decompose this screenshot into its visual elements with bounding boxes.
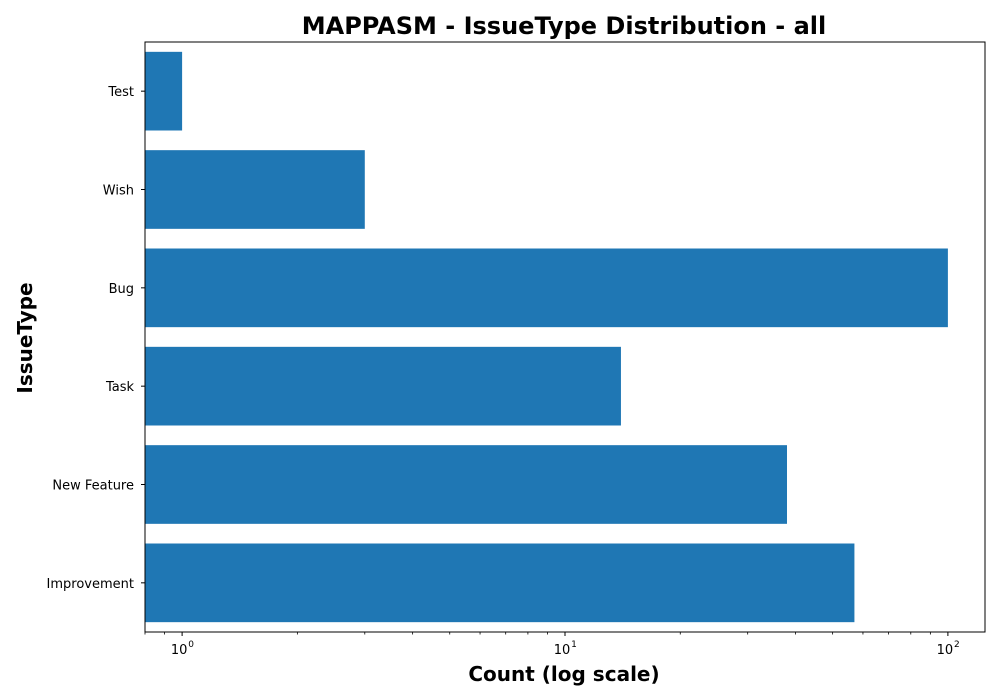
y-axis-ticks: Improvement New Feature Task Bug Wish Test xyxy=(47,85,145,592)
x-tick-exponent: 1 xyxy=(571,640,577,650)
y-tick-label: Wish xyxy=(103,184,134,199)
y-tick-label: Task xyxy=(105,380,135,395)
x-axis-ticks: 10 0 10 1 10 2 xyxy=(144,632,960,658)
x-tick-exponent: 0 xyxy=(188,640,194,650)
bar-new-feature xyxy=(145,445,787,524)
plot-frame xyxy=(144,41,986,633)
x-tick-label: 10 xyxy=(937,643,954,658)
x-tick-label: 10 xyxy=(171,643,188,658)
bars-group xyxy=(145,51,948,623)
y-tick-label: Bug xyxy=(109,282,134,297)
x-tick-exponent: 2 xyxy=(954,640,960,650)
bar-wish xyxy=(145,150,365,229)
bar-test xyxy=(145,51,183,131)
y-axis-label: IssueType xyxy=(13,282,37,393)
y-tick-label: Improvement xyxy=(47,577,134,592)
x-axis-label: Count (log scale) xyxy=(468,662,659,686)
x-tick-label: 10 xyxy=(554,643,571,658)
bar-improvement xyxy=(145,543,855,623)
bar-task xyxy=(145,346,621,426)
bar-bug xyxy=(145,248,948,328)
chart-title: MAPPASM - IssueType Distribution - all xyxy=(302,12,827,40)
y-tick-label: New Feature xyxy=(52,479,134,494)
y-tick-label: Test xyxy=(107,85,134,100)
